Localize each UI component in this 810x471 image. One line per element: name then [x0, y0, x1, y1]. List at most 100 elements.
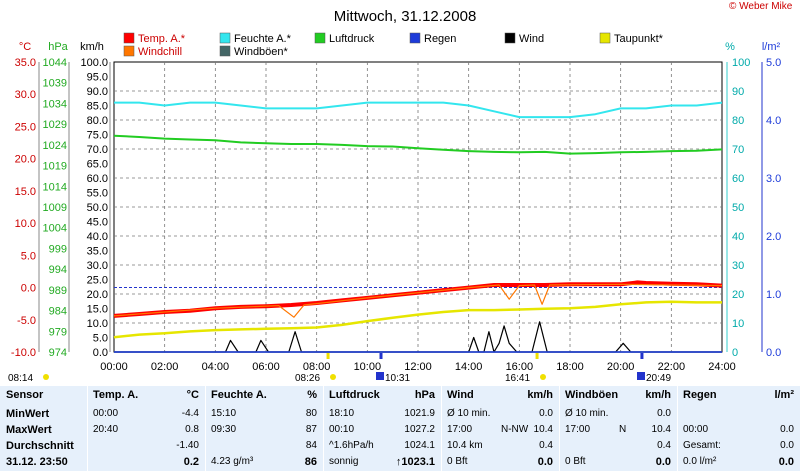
event-time-label: 08:26: [295, 373, 320, 384]
stats-cell-value: 0.0: [778, 456, 794, 468]
stats-label-min: MinWert: [6, 408, 50, 420]
stats-row: 0.0 l/m² 0.0: [677, 456, 800, 470]
wind-tick-label: 15.0: [87, 304, 108, 316]
stats-cell-value: 0.4: [539, 440, 553, 451]
legend-label: Luftdruck: [329, 33, 375, 45]
stats-column-title: Feuchte A.: [211, 389, 267, 401]
rain-tick-label: 5.0: [766, 57, 781, 69]
wind-tick-label: 60.0: [87, 173, 108, 185]
event-time-label: 16:41: [505, 373, 530, 384]
stats-cell-value: 0.0: [537, 456, 553, 468]
stats-cell-value: 80: [305, 408, 317, 419]
stats-cell-label: 0.0 l/m²: [683, 456, 717, 467]
wind-axis-unit: km/h: [80, 41, 104, 53]
wind-tick-label: 50.0: [87, 202, 108, 214]
humidity-tick-label: 0: [732, 347, 738, 359]
wind-tick-label: 35.0: [87, 246, 108, 258]
rain-tick-label: 3.0: [766, 173, 781, 185]
stats-row: Ø 10 min. 0.0: [559, 408, 677, 422]
stats-cell-label: ^1.6hPa/h: [329, 440, 374, 451]
stats-column: Regen l/m² 00:00 0.0 Gesamt: 0.0 0.0 l/m² 0.0: [677, 386, 801, 471]
time-tick-label: 14:00: [455, 361, 483, 373]
pressure-axis-unit: hPa: [48, 41, 68, 53]
stats-cell-value: ↑1023.1: [395, 456, 435, 468]
stats-row: 17:00 N 10.4: [559, 424, 677, 438]
stats-cell-label: 17:00: [447, 424, 473, 435]
legend-swatch: [219, 32, 231, 44]
stats-column-title: Temp. A.: [93, 389, 139, 401]
stats-label-avg: Durchschnitt: [6, 440, 74, 452]
event-axis-marker: [640, 353, 644, 359]
stats-row: 4.23 g/m³ 86: [205, 456, 323, 470]
stats-cell-label: sonnig: [329, 456, 359, 467]
time-tick-label: 06:00: [252, 361, 280, 373]
temp-tick-label: 0.0: [21, 283, 36, 295]
temp-tick-label: 15.0: [15, 186, 36, 198]
humidity-tick-label: 90: [732, 86, 744, 98]
wind-tick-label: 55.0: [87, 188, 108, 200]
stats-column-title: Wind: [447, 389, 474, 401]
stats-cell-value: 0.0: [539, 408, 553, 419]
temp-tick-label: 20.0: [15, 154, 36, 166]
copyright-label: © Weber Mike: [729, 1, 793, 12]
stats-cell-value: -4.4: [181, 408, 199, 419]
stats-row: 20:40 0.8: [87, 424, 205, 438]
humidity-tick-label: 60: [732, 173, 744, 185]
pressure-tick-label: 1009: [43, 202, 67, 214]
rain-tick-label: 0.0: [766, 347, 781, 359]
humidity-tick-label: 80: [732, 115, 744, 127]
humidity-tick-label: 100: [732, 57, 750, 69]
stats-cell-label: Ø 10 min.: [447, 408, 491, 419]
stats-panel: Sensor MinWert MaxWert Durchschnitt 31.1…: [0, 386, 801, 471]
stats-column: Wind km/h Ø 10 min. 0.0 17:00 N-NW 10.4 10.4 km…: [441, 386, 560, 471]
rain-tick-label: 4.0: [766, 115, 781, 127]
stats-label-max: MaxWert: [6, 424, 52, 436]
stats-column-unit: °C: [186, 389, 199, 401]
time-tick-label: 16:00: [506, 361, 534, 373]
legend-swatch: [409, 32, 421, 44]
pressure-tick-label: 1014: [43, 181, 67, 193]
time-tick-label: 02:00: [151, 361, 179, 373]
sun-icon: [330, 374, 336, 380]
temp-tick-label: 5.0: [21, 250, 36, 262]
stats-column-header: Windböen km/h: [559, 389, 677, 403]
rain-tick-label: 2.0: [766, 231, 781, 243]
wind-tick-label: 30.0: [87, 260, 108, 272]
wind-tick-label: 40.0: [87, 231, 108, 243]
stats-column-unit: %: [307, 389, 317, 401]
stats-cell-label: 00:10: [329, 424, 355, 435]
wind-tick-label: 45.0: [87, 217, 108, 229]
stats-cell-label: 0 Bft: [447, 456, 468, 467]
humidity-tick-label: 10: [732, 318, 744, 330]
stats-row: Ø 10 min. 0.0: [441, 408, 559, 422]
humidity-axis-unit: %: [725, 41, 735, 53]
stats-column-header: Wind km/h: [441, 389, 559, 403]
pressure-tick-label: 984: [49, 306, 67, 318]
temp-tick-label: 35.0: [15, 57, 36, 69]
stats-row: -1.40: [87, 440, 205, 454]
wind-tick-label: 5.0: [93, 333, 108, 345]
stats-row: 00:10 1027.2: [323, 424, 441, 438]
stats-cell-extra: N-NW: [501, 424, 529, 435]
stats-column: Feuchte A.% 15:10 80 09:30 87 84 4.23 g/m³ 86: [205, 386, 324, 471]
rain-axis-unit: l/m²: [762, 41, 781, 53]
legend-swatch: [599, 32, 611, 44]
weather-chart: Mittwoch, 31.12.2008 Temp. A.* Feuchte A.*…: [8, 8, 781, 384]
stats-column-title: Luftdruck: [329, 389, 380, 401]
legend-label: Windböen*: [234, 46, 289, 58]
time-tick-label: 12:00: [404, 361, 432, 373]
humidity-tick-label: 40: [732, 231, 744, 243]
stats-column: Temp. A. °C 00:00 -4.4 20:40 0.8 -1.40 0.2: [87, 386, 206, 471]
stats-column-title: Regen: [683, 389, 717, 401]
legend-label: Regen: [424, 33, 456, 45]
stats-column-header: Feuchte A.%: [205, 389, 323, 403]
legend-label: Windchill: [138, 46, 182, 58]
legend-swatch: [314, 32, 326, 44]
stats-row: ^1.6hPa/h 1024.1: [323, 440, 441, 454]
stats-cell-value: 0.2: [183, 456, 199, 468]
stats-cell-label: 4.23 g/m³: [211, 456, 254, 467]
stats-cell-value: 1024.1: [404, 440, 435, 451]
time-tick-label: 04:00: [202, 361, 230, 373]
pressure-tick-label: 1039: [43, 78, 67, 90]
stats-column-header: Temp. A. °C: [87, 389, 205, 403]
